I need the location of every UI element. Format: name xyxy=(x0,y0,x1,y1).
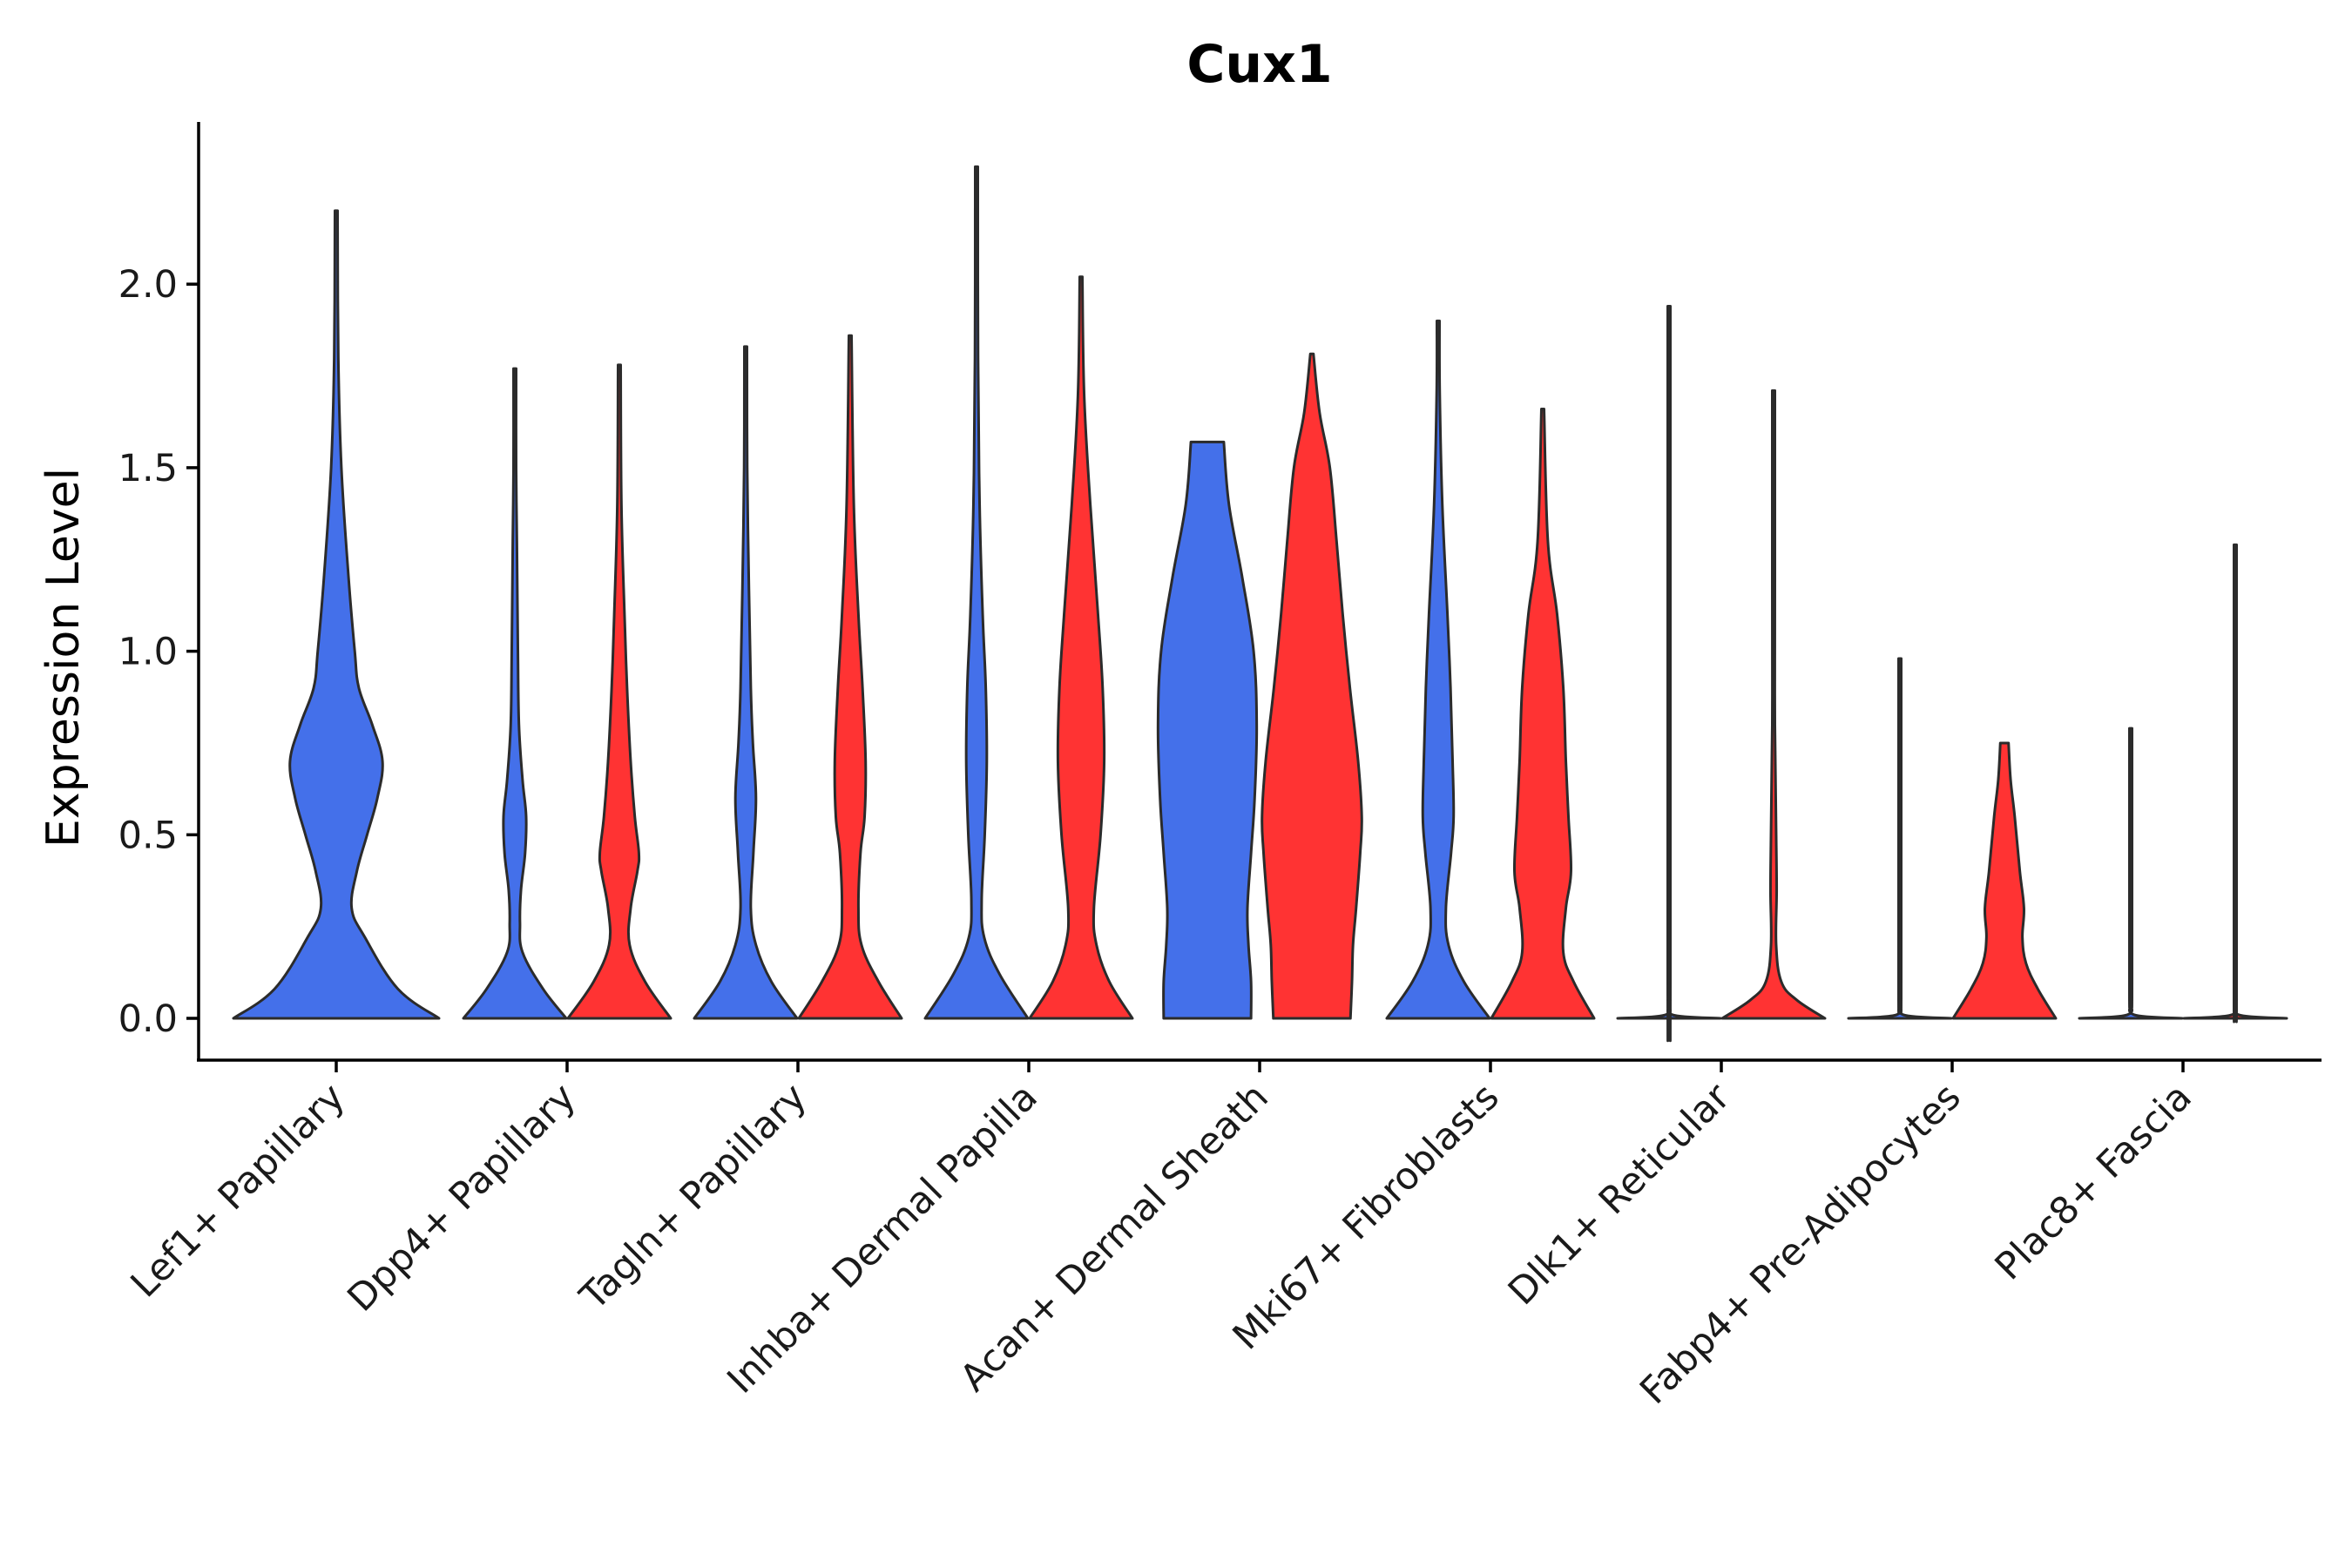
x-tick-label: Plac8+ Fascia xyxy=(1987,1075,2200,1288)
chart-title: Cux1 xyxy=(1186,34,1332,95)
violin-series_a-dpp4-papillary xyxy=(462,367,568,1020)
x-tick-label: Tagln+ Papillary xyxy=(571,1075,815,1319)
violin-series_b-tagln-papillary xyxy=(797,334,903,1020)
y-tick-label: 0.0 xyxy=(118,997,178,1041)
x-tick-label: Mki67+ Fibroblasts xyxy=(1225,1075,1508,1358)
violin-series_b-inhba-dermal-papilla xyxy=(1028,275,1134,1020)
violin-series_a-mki67-fibroblasts xyxy=(1385,319,1491,1020)
violin-series_a-dlk1-reticular xyxy=(1616,304,1722,1043)
y-tick-label: 1.5 xyxy=(118,447,178,490)
violin-series_a-acan-dermal-sheath xyxy=(1156,440,1259,1020)
violin-series_a-inhba-dermal-papilla xyxy=(923,165,1030,1020)
y-tick-label: 1.0 xyxy=(118,631,178,674)
violin-series_a-plac8-fascia xyxy=(2078,727,2184,1020)
violin-series_b-plac8-fascia xyxy=(2182,543,2288,1024)
violin-series_b-fabp4-pre-adipocytes xyxy=(1951,741,2058,1020)
violin-series_b-acan-dermal-sheath xyxy=(1260,352,1363,1020)
y-tick-label: 0.5 xyxy=(118,814,178,857)
violin-series_b-mki67-fibroblasts xyxy=(1490,407,1596,1020)
violin-series_a-fabp4-pre-adipocytes xyxy=(1847,657,1953,1020)
y-axis-label: Expression Level xyxy=(37,468,90,848)
x-tick-label: Dpp4+ Papillary xyxy=(340,1075,585,1320)
violin-series_a-lef1-papillary xyxy=(232,209,441,1020)
violin-layer xyxy=(232,165,2288,1043)
y-ticks: 0.0 0.5 1.0 1.5 2.0 xyxy=(118,263,199,1041)
x-tick-label: Lef1+ Papillary xyxy=(123,1075,354,1306)
y-tick-label: 2.0 xyxy=(118,263,178,307)
violin-series_b-dlk1-reticular xyxy=(1720,389,1827,1020)
violin-series_a-tagln-papillary xyxy=(693,345,799,1020)
x-tick-label: Dlk1+ Reticular xyxy=(1500,1075,1739,1314)
violin-series_b-dpp4-papillary xyxy=(566,363,672,1020)
